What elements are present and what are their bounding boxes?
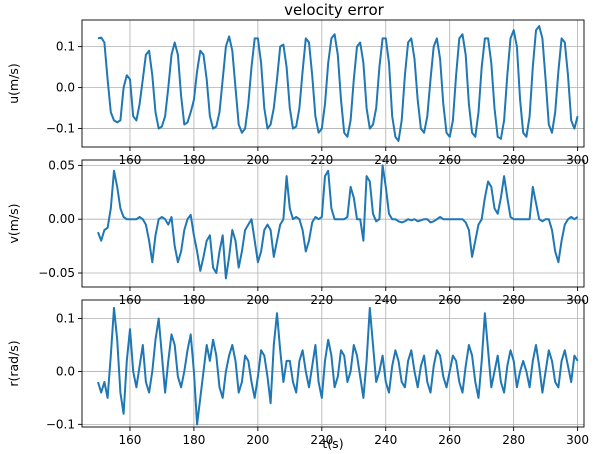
y-tick-label: 0.0 bbox=[56, 364, 75, 378]
x-tick-label: 280 bbox=[502, 433, 525, 447]
x-tick-label: 260 bbox=[438, 433, 461, 447]
x-tick-label: 240 bbox=[374, 433, 397, 447]
y-axis-label: r(rad/s) bbox=[6, 340, 21, 386]
axes-frame bbox=[81, 19, 585, 148]
x-tick-label: 220 bbox=[310, 433, 333, 447]
y-tick-label: −0.1 bbox=[46, 122, 75, 136]
y-axis-label: u(m/s) bbox=[6, 63, 21, 104]
subplot-3: 160 180 200 220 240 260 280 300 0.1 0.0 −0.1 r(rad/… bbox=[6, 299, 589, 451]
series-line bbox=[97, 164, 579, 280]
axes-frame bbox=[81, 159, 585, 288]
y-tick-label: 0.1 bbox=[56, 312, 75, 326]
y-tick-label: 0.00 bbox=[48, 212, 75, 226]
x-tick-label: 200 bbox=[246, 433, 269, 447]
y-axis-label: v(m/s) bbox=[6, 203, 21, 243]
y-tick-label: 0.05 bbox=[48, 158, 75, 172]
y-tick-label: 0.1 bbox=[56, 40, 75, 54]
axes-frame bbox=[81, 299, 585, 428]
y-tick-label: −0.05 bbox=[38, 266, 75, 280]
x-tick-label: 180 bbox=[182, 433, 205, 447]
figure-title: velocity error bbox=[284, 1, 385, 19]
series-line bbox=[97, 25, 579, 142]
x-tick-label: 160 bbox=[119, 433, 142, 447]
subplot-2: 160 180 200 220 240 260 280 3000.050.00−0.05v(m… bbox=[6, 158, 589, 307]
y-tick-label: 0.0 bbox=[56, 81, 75, 95]
x-tick-label: 300 bbox=[566, 433, 589, 447]
x-axis-label: t(s) bbox=[322, 436, 343, 451]
y-tick-label: −0.1 bbox=[46, 417, 75, 431]
series-line bbox=[97, 306, 579, 426]
subplots: 160 180 200 220 240 260 280 300 0.1 0.0 −0.1 u(m/s)… bbox=[6, 19, 589, 451]
